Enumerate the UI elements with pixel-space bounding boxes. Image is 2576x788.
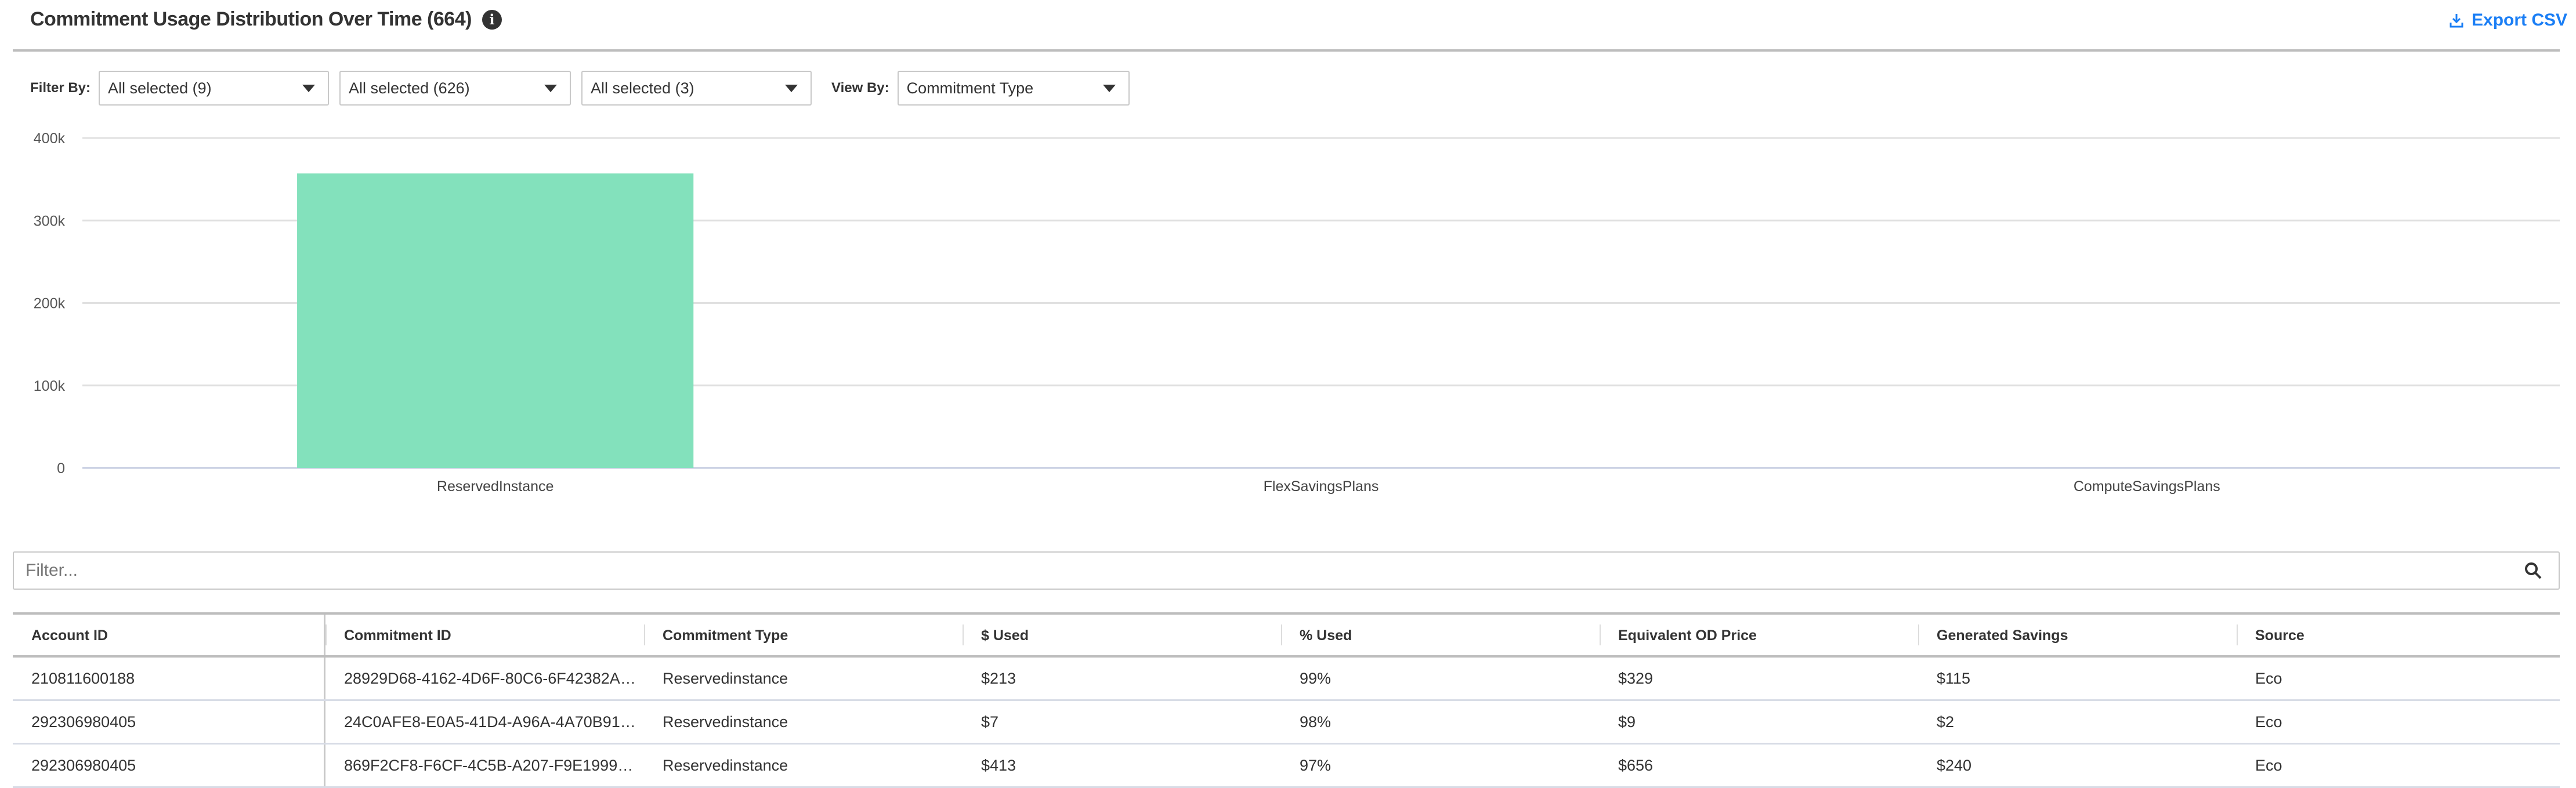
table-cell: $7: [981, 713, 999, 731]
bar-reservedinstance: [297, 173, 694, 468]
filter-dropdown-2[interactable]: All selected (626): [339, 71, 571, 106]
table-cell: $656: [1618, 757, 1654, 774]
table-cell: $240: [1937, 757, 1972, 774]
column-header[interactable]: % Used: [1281, 615, 1600, 655]
export-csv-button[interactable]: Export CSV: [2450, 10, 2567, 30]
filter-dropdown-3[interactable]: All selected (3): [581, 71, 812, 106]
column-header[interactable]: Commitment ID: [325, 615, 644, 655]
column-header[interactable]: Generated Savings: [1918, 615, 2237, 655]
table-cell: $329: [1618, 670, 1654, 687]
table-row[interactable]: 292306980405 869F2CF8-F6CF-4C5B-A207-F9E1…: [13, 745, 2560, 788]
bar-chart: 0 100k 200k 300k 400k ReservedInstance FlexSav…: [34, 130, 2560, 495]
commitments-table: Account ID Commitment ID Commitment Type $ …: [13, 612, 2560, 788]
column-header[interactable]: Commitment Type: [644, 615, 963, 655]
table-cell: $2: [1937, 713, 1955, 731]
y-tick-label: 400k: [34, 130, 66, 147]
caret-down-icon: [544, 84, 558, 92]
dropdown-value: Commitment Type: [906, 79, 1034, 97]
x-tick-label: ReservedInstance: [437, 478, 554, 495]
table-cell: Eco: [2255, 713, 2282, 731]
y-tick-label: 200k: [34, 296, 66, 312]
title-row: Commitment Usage Distribution Over Time …: [30, 8, 502, 31]
table-cell: 869F2CF8-F6CF-4C5B-A207-F9E19994C…: [344, 757, 644, 774]
column-header[interactable]: Account ID: [13, 615, 325, 655]
caret-down-icon: [785, 84, 798, 92]
table-cell: 97%: [1300, 757, 1332, 774]
view-by-label: View By:: [831, 80, 889, 96]
table-cell: $115: [1937, 670, 1971, 687]
dropdown-value: All selected (9): [108, 79, 212, 97]
table-cell: $413: [981, 757, 1016, 774]
filter-by-label: Filter By:: [30, 80, 91, 96]
column-header[interactable]: $ Used: [963, 615, 1281, 655]
y-tick-label: 0: [57, 460, 65, 477]
caret-down-icon: [302, 84, 316, 92]
view-by-dropdown[interactable]: Commitment Type: [897, 71, 1130, 106]
y-tick-label: 100k: [34, 378, 66, 394]
table-cell: Reservedinstance: [663, 670, 788, 687]
table-cell: 292306980405: [13, 745, 325, 786]
table-cell: $213: [981, 670, 1016, 687]
y-tick-label: 300k: [34, 213, 66, 229]
x-tick-label: ComputeSavingsPlans: [2074, 478, 2220, 495]
table-cell: Eco: [2255, 757, 2282, 774]
table-cell: Eco: [2255, 670, 2282, 687]
table-cell: 292306980405: [13, 701, 325, 743]
table-cell: $9: [1618, 713, 1636, 731]
table-cell: 99%: [1300, 670, 1332, 687]
table-cell: Reservedinstance: [663, 713, 788, 731]
header-divider: [13, 49, 2560, 52]
table-cell: 98%: [1300, 713, 1332, 731]
info-icon[interactable]: i: [482, 9, 502, 30]
page-title: Commitment Usage Distribution Over Time …: [30, 8, 472, 30]
column-header[interactable]: Equivalent OD Price: [1600, 615, 1918, 655]
table-header-row: Account ID Commitment ID Commitment Type $ …: [13, 612, 2560, 658]
search-icon[interactable]: [2524, 561, 2542, 580]
table-cell: 28929D68-4162-4D6F-80C6-6F42382A6…: [344, 670, 644, 687]
table-filter-input[interactable]: [13, 551, 2560, 590]
dropdown-value: All selected (3): [591, 79, 694, 97]
table-cell: 210811600188: [13, 658, 325, 699]
x-tick-label: FlexSavingsPlans: [1264, 478, 1379, 495]
filter-dropdown-1[interactable]: All selected (9): [99, 71, 330, 106]
export-csv-label: Export CSV: [2472, 10, 2568, 30]
caret-down-icon: [1102, 84, 1116, 92]
table-row[interactable]: 292306980405 24C0AFE8-E0A5-41D4-A96A-4A70…: [13, 701, 2560, 745]
dropdown-value: All selected (626): [349, 79, 470, 97]
table-row[interactable]: 210811600188 28929D68-4162-4D6F-80C6-6F42…: [13, 658, 2560, 701]
download-icon: [2450, 14, 2463, 28]
table-cell: Reservedinstance: [663, 757, 788, 774]
column-header[interactable]: Source: [2237, 615, 2555, 655]
filter-row: Filter By: All selected (9) All selected…: [30, 71, 1130, 106]
table-cell: 24C0AFE8-E0A5-41D4-A96A-4A70B91D…: [344, 713, 644, 731]
